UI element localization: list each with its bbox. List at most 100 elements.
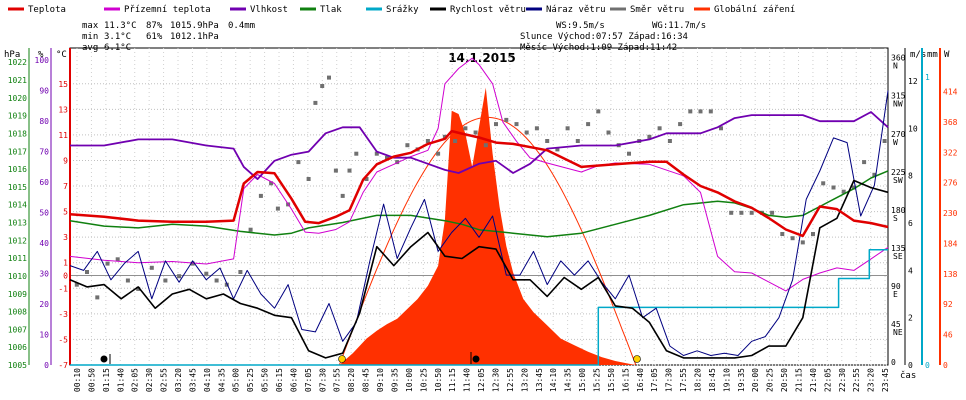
direction-letter: NW xyxy=(893,100,903,109)
sunrise-marker xyxy=(338,355,346,363)
time-label: 05:50 xyxy=(261,368,270,392)
pressure-tick: 1019 xyxy=(8,112,27,121)
info-sun: Slunce Východ:07:57 Západ:16:34 xyxy=(520,32,688,42)
radiation-tick: 230 xyxy=(943,209,958,218)
time-label: 19:35 xyxy=(737,368,746,392)
pressure-tick: 1005 xyxy=(8,361,27,370)
radiation-tick: 0 xyxy=(943,361,948,370)
time-label: 07:55 xyxy=(333,368,342,392)
temperature-tick: 1 xyxy=(63,259,68,268)
direction-letter: E xyxy=(893,290,898,299)
wind-gust-line xyxy=(69,90,889,356)
time-label: 00:10 xyxy=(73,368,82,392)
time-label: 13:20 xyxy=(520,368,529,392)
direction-tick: 315 xyxy=(891,92,906,101)
wind-direction-point xyxy=(729,210,734,215)
stat-min-press: 1012.1hPa xyxy=(170,32,219,42)
time-label: 10:00 xyxy=(405,368,414,392)
wind-direction-point xyxy=(831,185,836,190)
wind-direction-point xyxy=(473,130,478,135)
time-label: 20:25 xyxy=(766,368,775,392)
time-label: 04:10 xyxy=(203,368,212,392)
pressure-tick: 1021 xyxy=(8,76,27,85)
time-label: 03:45 xyxy=(188,368,197,392)
wind-direction-point xyxy=(385,155,389,160)
stats-block: max 11.3°C 87% 1015.9hPa 0.4mm min 3.1°C… xyxy=(82,21,255,53)
wind-direction-point xyxy=(115,257,120,262)
time-label: 17:30 xyxy=(665,368,674,392)
wind-direction-point xyxy=(504,117,509,122)
time-label: 03:20 xyxy=(174,368,183,392)
wind-direction-point xyxy=(841,189,846,194)
wind-direction-point xyxy=(534,126,539,131)
time-label: 22:55 xyxy=(852,368,861,392)
wind-direction-point xyxy=(667,139,672,143)
radiation-tick: 414 xyxy=(943,88,958,97)
pressure-tick: 1020 xyxy=(8,94,27,103)
wind-direction-point xyxy=(882,139,887,143)
wind-direction-point xyxy=(719,126,723,131)
time-label: 14:10 xyxy=(549,368,558,392)
wind-direction-point xyxy=(851,185,856,190)
wind-direction-point xyxy=(678,122,683,127)
wind-direction-point xyxy=(586,122,591,127)
wind-direction-point xyxy=(800,240,805,245)
rain-tick: 0 xyxy=(925,361,930,370)
temperature-tick: 13 xyxy=(58,105,68,114)
direction-letter: N xyxy=(893,62,898,71)
wind-direction-point xyxy=(327,75,331,80)
wind-tick: 8 xyxy=(908,172,913,181)
wind-direction-point xyxy=(364,177,369,181)
time-label: 16:40 xyxy=(636,368,645,392)
rain-line xyxy=(70,248,888,366)
pressure-tick: 1009 xyxy=(8,290,27,299)
wind-direction-point xyxy=(463,126,468,131)
wind-direction-point xyxy=(354,151,359,156)
time-label: 10:25 xyxy=(419,368,428,392)
wind-direction-point xyxy=(436,151,441,156)
humidity-tick: 60 xyxy=(39,178,49,187)
time-label: 20:50 xyxy=(780,368,789,392)
direction-tick: 135 xyxy=(891,244,906,253)
wind-direction-point xyxy=(657,126,662,131)
legend-label: Teplota xyxy=(28,5,66,15)
time-label: 15:25 xyxy=(593,368,602,392)
direction-tick: 0 xyxy=(891,358,896,367)
wind-direction-point xyxy=(405,143,410,148)
wind-direction-point xyxy=(811,232,815,236)
wind-direction-point xyxy=(214,278,219,283)
time-label: 21:40 xyxy=(809,368,818,392)
time-label: 12:30 xyxy=(492,368,501,392)
stat-max-rain: 0.4mm xyxy=(228,21,255,31)
pressure-tick: 1012 xyxy=(8,236,27,245)
rain-tick: 1 xyxy=(925,73,930,82)
info-wg: WG:11.7m/s xyxy=(652,21,706,31)
time-label: 06:40 xyxy=(289,368,298,392)
wind-direction-layer xyxy=(74,75,887,300)
wind-direction-point xyxy=(204,271,209,276)
direction-letter: W xyxy=(893,138,898,147)
wind-direction-point xyxy=(688,109,693,114)
wind-direction-point xyxy=(149,265,154,270)
time-label: 09:10 xyxy=(376,368,385,392)
wind-direction-point xyxy=(340,193,345,198)
direction-letter: SE xyxy=(893,252,903,261)
time-label: 22:05 xyxy=(823,368,832,392)
wind-direction-point xyxy=(698,109,703,114)
moonset-marker xyxy=(472,355,480,363)
sun-moon-markers xyxy=(100,352,641,364)
wind-direction-point xyxy=(313,100,318,105)
time-label: 12:55 xyxy=(506,368,515,392)
direction-tick: 360 xyxy=(891,54,906,63)
stat-max-hum: 87% xyxy=(146,21,163,31)
wind-direction-point xyxy=(258,193,263,198)
pressure-tick: 1013 xyxy=(8,219,27,228)
legend-label: Náraz větru xyxy=(546,5,606,15)
time-label: 09:35 xyxy=(391,368,400,392)
direction-letter: S xyxy=(893,214,898,223)
time-label: 02:55 xyxy=(160,368,169,392)
time-label: 18:45 xyxy=(708,368,717,392)
wind-direction-point xyxy=(739,210,744,215)
wind-tick: 6 xyxy=(908,219,913,228)
wind-direction-point xyxy=(514,122,519,127)
